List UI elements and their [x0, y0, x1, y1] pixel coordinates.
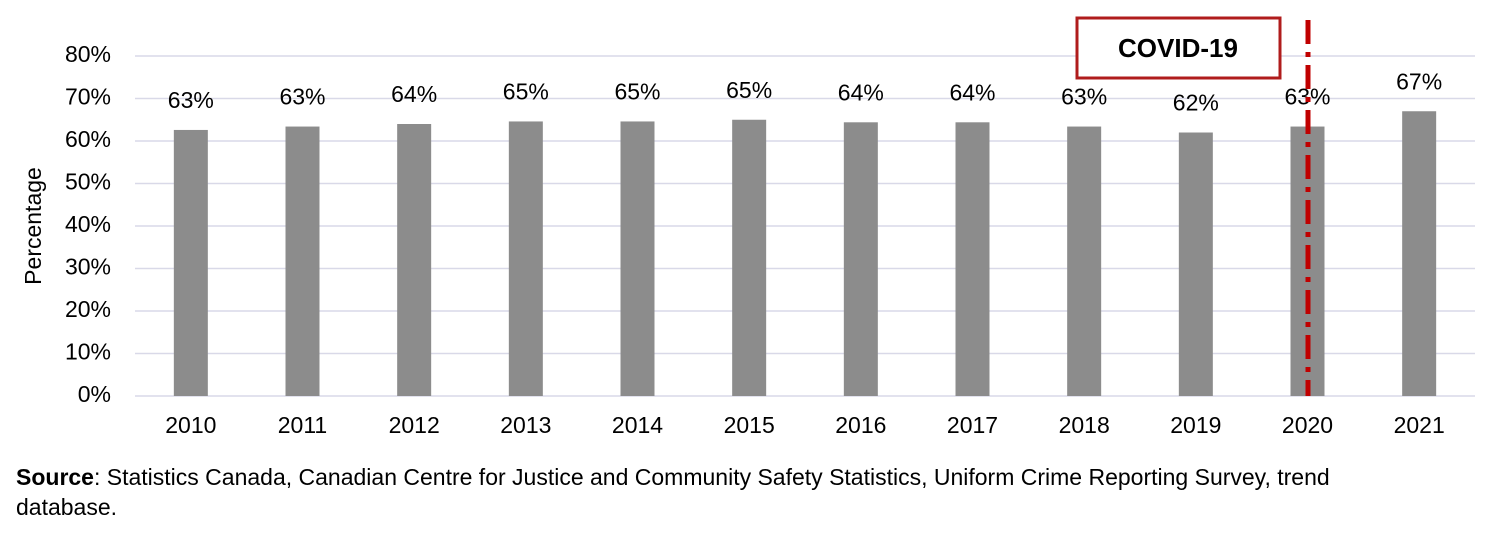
x-tick-label: 2011 [278, 412, 327, 438]
value-label: 62% [1173, 90, 1219, 116]
value-label: 67% [1396, 68, 1442, 94]
x-tick-label: 2015 [724, 412, 775, 438]
value-label: 63% [168, 87, 214, 113]
y-tick-label: 80% [65, 41, 111, 67]
y-tick-label: 60% [65, 126, 111, 152]
value-label: 65% [726, 77, 772, 103]
source-label: Source [16, 464, 94, 490]
bar [1067, 126, 1102, 397]
y-tick-label: 10% [65, 339, 111, 365]
chart: Percentage 0% 10% 20% 30% 40% 50% 60% 70% 80% 201… [20, 16, 1475, 438]
value-label: 65% [614, 79, 660, 105]
y-tick-label: 40% [65, 211, 111, 237]
source-text: : Statistics Canada, Canadian Centre for… [16, 464, 1330, 520]
bar [1178, 132, 1213, 396]
y-tick-label: 70% [65, 84, 111, 110]
annotation-box [1075, 16, 1282, 80]
x-tick-label: 2010 [165, 412, 216, 438]
x-tick-label: 2019 [1170, 412, 1221, 438]
value-label: 64% [949, 79, 995, 105]
x-tick-label: 2013 [500, 412, 551, 438]
value-label: 63% [1061, 84, 1107, 110]
value-label: 64% [391, 81, 437, 107]
bar [397, 124, 432, 396]
x-tick-label: 2014 [612, 412, 663, 438]
bar [1402, 111, 1437, 396]
x-tick-label: 2017 [947, 412, 998, 438]
y-tick-label: 20% [65, 296, 111, 322]
x-tick-label: 2016 [835, 412, 886, 438]
bar [173, 129, 208, 396]
bar [508, 121, 543, 396]
x-tick-label: 2021 [1394, 412, 1445, 438]
y-tick-label: 0% [78, 381, 111, 407]
annotation: COVID-19 [1118, 33, 1238, 63]
y-axis-title: Percentage [20, 167, 46, 285]
source-note: Source: Statistics Canada, Canadian Cent… [16, 462, 1416, 522]
y-tick-label: 50% [65, 169, 111, 195]
x-tick-label: 2012 [389, 412, 440, 438]
y-tick-label: 30% [65, 254, 111, 280]
value-label: 65% [503, 79, 549, 105]
bar [955, 122, 990, 397]
plot-area: 0% 10% 20% 30% 40% 50% 60% 70% 80% 2010 63% 2011 63%… [65, 41, 1475, 438]
value-label: 63% [279, 84, 325, 110]
bar [843, 122, 878, 397]
bar [732, 119, 767, 396]
x-tick-label: 2018 [1059, 412, 1110, 438]
bar [285, 126, 320, 397]
value-label: 64% [838, 79, 884, 105]
x-tick-label: 2020 [1282, 412, 1333, 438]
bar [620, 121, 655, 396]
